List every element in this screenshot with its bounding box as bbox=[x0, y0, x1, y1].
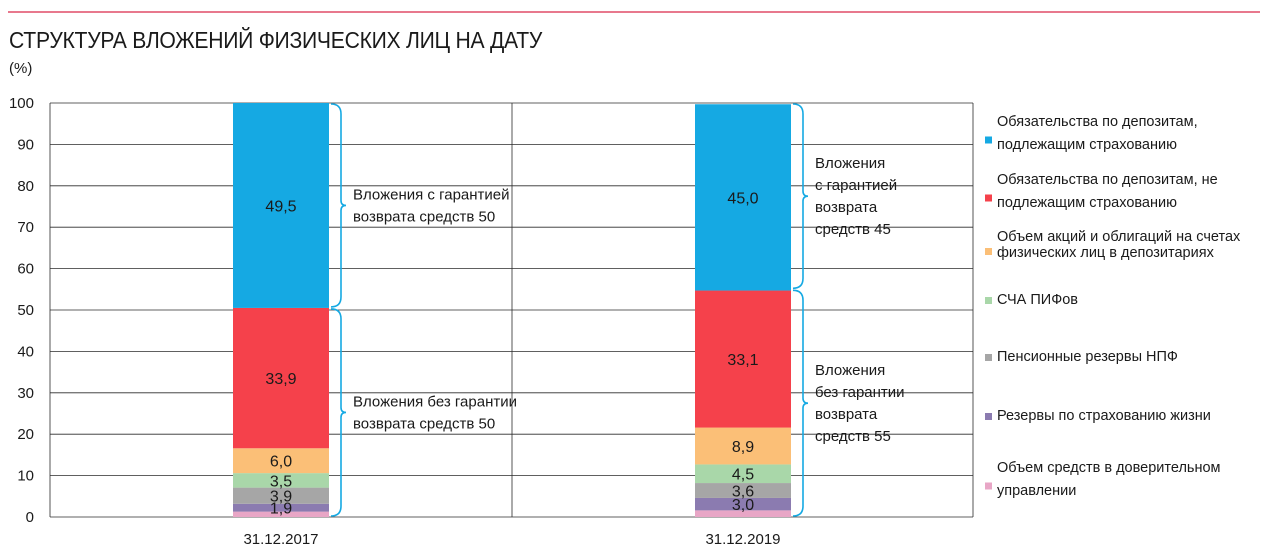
annotation-text: средств 45 bbox=[815, 221, 891, 238]
legend-swatch bbox=[985, 297, 992, 304]
data-label: 4,5 bbox=[732, 467, 754, 484]
bar-segment bbox=[233, 503, 329, 512]
data-label: 33,1 bbox=[727, 352, 758, 369]
brace bbox=[330, 103, 347, 308]
bar-segment bbox=[695, 497, 791, 511]
annotation-text: Вложения bbox=[815, 155, 885, 172]
bar-segment bbox=[695, 483, 791, 498]
data-label: 3,9 bbox=[270, 489, 292, 506]
y-tick-label: 20 bbox=[17, 426, 34, 443]
annotation-text: с гарантией bbox=[815, 177, 897, 194]
bar-segment bbox=[695, 427, 791, 465]
data-label: 6,0 bbox=[270, 454, 292, 471]
y-tick-label: 100 bbox=[9, 95, 34, 112]
legend-swatch bbox=[985, 482, 992, 490]
y-tick-label: 0 bbox=[26, 509, 34, 526]
legend-label: Резервы по страхованию жизни bbox=[997, 408, 1211, 424]
y-tick-label: 70 bbox=[17, 219, 34, 236]
bar-segment bbox=[695, 510, 791, 517]
bar-segment bbox=[233, 511, 329, 517]
data-label: 1,9 bbox=[270, 501, 292, 518]
bar-segment bbox=[695, 464, 791, 484]
legend-swatch bbox=[985, 413, 992, 420]
legend-label: СЧА ПИФов bbox=[997, 292, 1078, 308]
annotation-text: возврата bbox=[815, 406, 878, 423]
chart-title: СТРУКТУРА ВЛОЖЕНИЙ ФИЗИЧЕСКИХ ЛИЦ НА ДАТ… bbox=[9, 27, 543, 53]
labels: 1,93,93,5 6,0 33,9 49,5 3,03,64,5 8,9 33,1 45,0 bbox=[265, 190, 758, 517]
bar-segment bbox=[233, 103, 329, 308]
annotation-text: без гарантии bbox=[815, 384, 905, 401]
annotation-text: Вложения без гарантии bbox=[353, 393, 517, 410]
legend-swatch bbox=[985, 248, 992, 255]
y-tick-label: 60 bbox=[17, 261, 34, 278]
bar-segment bbox=[233, 473, 329, 488]
annotation-text: средств 55 bbox=[815, 428, 891, 445]
legend-label: подлежащим страхованию bbox=[997, 195, 1177, 211]
y-tick-label: 80 bbox=[17, 178, 34, 195]
y-tick-label: 40 bbox=[17, 343, 34, 360]
y-tick-label: 90 bbox=[17, 136, 34, 153]
bars bbox=[233, 103, 791, 517]
legend-swatch bbox=[985, 354, 992, 361]
legend-label: Объем средств в доверительном bbox=[997, 460, 1221, 476]
axes: 0 10 20 30 40 50 60 70 80 90 100 31.12.2017 31.12.20… bbox=[9, 95, 781, 548]
data-label: 3,6 bbox=[732, 484, 754, 501]
legend-label: Объем акций и облигаций на счетах bbox=[997, 229, 1241, 245]
data-label: 3,5 bbox=[270, 473, 292, 490]
bar-segment bbox=[695, 290, 791, 428]
brace bbox=[792, 103, 809, 290]
y-tick-label: 50 bbox=[17, 302, 34, 319]
bar-segment bbox=[233, 448, 329, 474]
unit-label: (%) bbox=[9, 60, 33, 77]
legend: Обязательства по депозитам, подлежащим ст… bbox=[985, 114, 1241, 499]
data-label: 33,9 bbox=[265, 371, 296, 388]
bar-segment bbox=[233, 487, 329, 504]
gridlines bbox=[49, 102, 974, 518]
y-tick-label: 30 bbox=[17, 385, 34, 402]
data-label: 49,5 bbox=[265, 198, 296, 215]
x-tick-label: 31.12.2017 bbox=[243, 531, 318, 548]
data-label: 45,0 bbox=[727, 190, 758, 207]
brace bbox=[792, 289, 809, 517]
annotation-text: Вложения с гарантией bbox=[353, 186, 510, 203]
brace bbox=[330, 308, 347, 517]
legend-label: подлежащим страхованию bbox=[997, 137, 1177, 153]
y-tick-label: 10 bbox=[17, 468, 34, 485]
legend-swatch bbox=[985, 194, 992, 202]
legend-label: Обязательства по депозитам, bbox=[997, 114, 1198, 130]
annotations: Вложения с гарантией возврата средств 50 В… bbox=[330, 103, 905, 517]
bar-segment bbox=[233, 307, 329, 449]
annotation-text: возврата bbox=[815, 199, 878, 216]
bar-segment bbox=[695, 104, 791, 291]
legend-label: физических лиц в депозитариях bbox=[997, 245, 1215, 261]
legend-label: Пенсионные резервы НПФ bbox=[997, 349, 1178, 365]
annotation-text: Вложения bbox=[815, 362, 885, 379]
annotation-text: возврата средств 50 bbox=[353, 415, 495, 432]
legend-label: Обязательства по депозитам, не bbox=[997, 172, 1218, 188]
data-label: 8,9 bbox=[732, 439, 754, 456]
legend-swatch bbox=[985, 136, 992, 144]
data-label: 3,0 bbox=[732, 497, 754, 514]
top-rule bbox=[8, 11, 1260, 13]
x-tick-label: 31.12.2019 bbox=[705, 531, 780, 548]
annotation-text: возврата средств 50 bbox=[353, 208, 495, 225]
legend-label: управлении bbox=[997, 483, 1076, 499]
